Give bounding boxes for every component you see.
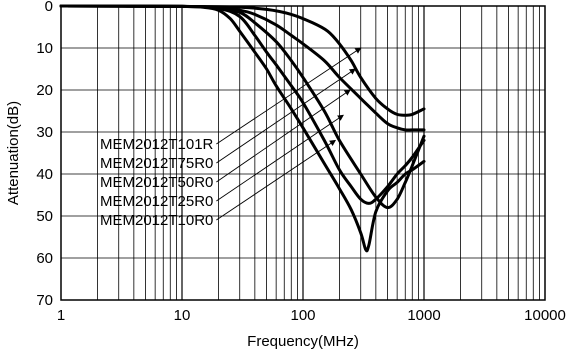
x-tick-label: 10 [174, 307, 191, 324]
tick-labels: 1 10 100 1000 10000 0 10 20 30 40 50 60 70 [36, 0, 566, 324]
legend-label-mem2012t50r0: MEM2012T50R0 [100, 174, 213, 191]
x-tick-label: 1 [57, 307, 65, 324]
y-tick-label: 10 [36, 40, 53, 57]
y-tick-label: 70 [36, 292, 53, 309]
y-tick-label: 30 [36, 124, 53, 141]
legend-leader-mem2012t25r0 [216, 114, 344, 202]
legend-leader-mem2012t10r0 [216, 139, 337, 221]
legend-label-mem2012t101r: MEM2012T101R [100, 136, 214, 153]
legend-leader-mem2012t75r0 [216, 68, 356, 164]
series-line-mem2012t25r0 [59, 4, 426, 205]
y-tick-label: 60 [36, 250, 53, 267]
legend-label-mem2012t75r0: MEM2012T75R0 [100, 155, 213, 172]
grid [61, 6, 545, 300]
plot-frame [60, 5, 546, 301]
y-tick-label: 0 [45, 0, 53, 15]
legend-leader-mem2012t50r0 [216, 89, 351, 183]
y-tick-label: 50 [36, 208, 53, 225]
series-line-mem2012t101r [59, 4, 426, 117]
y-tick-label: 40 [36, 166, 53, 183]
series-lines [59, 4, 426, 253]
series-line-mem2012t75r0 [59, 4, 426, 132]
x-axis-label: Frequency(MHz) [247, 333, 359, 350]
legend: MEM2012T101R MEM2012T75R0 MEM2012T50R0 MEM2… [100, 47, 362, 229]
legend-label-mem2012t25r0: MEM2012T25R0 [100, 193, 213, 210]
y-axis-label: Attenuation(dB) [5, 101, 22, 205]
legend-label-mem2012t10r0: MEM2012T10R0 [100, 212, 213, 229]
x-tick-label: 10000 [524, 307, 566, 324]
y-tick-label: 20 [36, 82, 53, 99]
x-tick-label: 1000 [407, 307, 440, 324]
series-line-mem2012t10r0 [59, 4, 426, 253]
legend-leader-mem2012t101r [216, 47, 362, 145]
x-tick-label: 100 [290, 307, 315, 324]
